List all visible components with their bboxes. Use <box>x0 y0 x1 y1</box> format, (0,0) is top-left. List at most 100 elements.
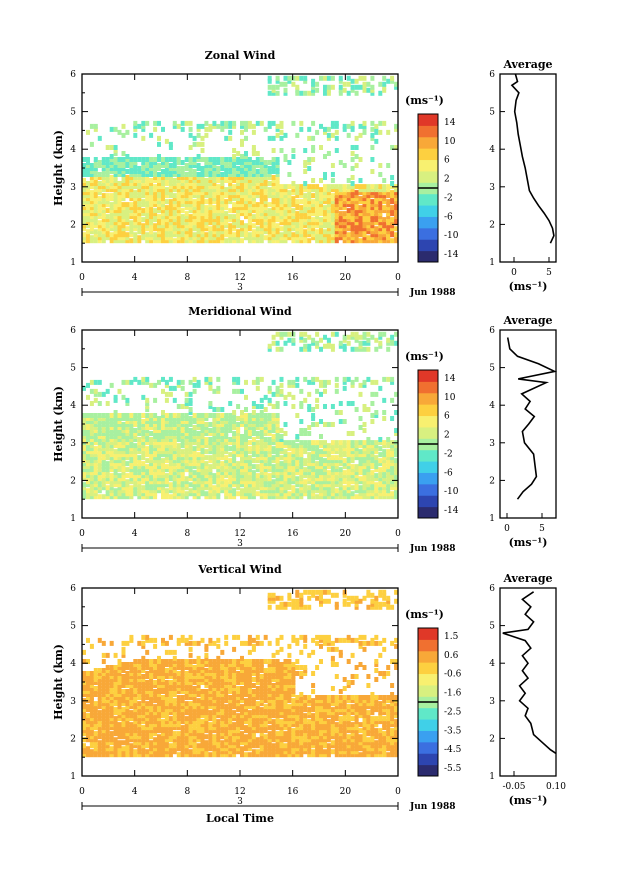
heatmap-cell <box>141 419 146 424</box>
heatmap-cell <box>188 482 193 488</box>
heatmap-cell <box>244 494 248 500</box>
heatmap-cell <box>334 376 339 382</box>
heatmap-cell <box>374 138 379 144</box>
heatmap-cell <box>117 455 122 461</box>
heatmap-cell <box>93 473 98 479</box>
heatmap-cell <box>176 485 181 491</box>
heatmap-cell <box>204 184 209 190</box>
heatmap-cell <box>133 232 138 238</box>
heatmap-cell <box>390 232 395 238</box>
heatmap-cell <box>141 431 146 436</box>
heatmap-cell <box>267 175 272 180</box>
heatmap-cell <box>315 217 320 223</box>
heatmap-cell <box>378 461 383 467</box>
heatmap-cell <box>259 172 264 177</box>
heatmap-cell <box>346 235 351 241</box>
heatmap-cell <box>121 662 126 667</box>
heatmap-cell <box>117 160 122 165</box>
heatmap-cell <box>161 473 165 479</box>
heatmap-cell <box>232 217 237 223</box>
heatmap-cell <box>192 464 197 470</box>
heatmap-cell <box>188 449 193 455</box>
heatmap-cell <box>342 87 347 93</box>
heatmap-cell <box>192 388 197 394</box>
heatmap-cell <box>271 208 276 214</box>
heatmap-cell <box>93 674 98 679</box>
heatmap-cell <box>244 169 248 174</box>
heatmap-cell <box>378 235 383 241</box>
heatmap-cell <box>145 701 150 707</box>
heatmap-cell <box>244 422 248 427</box>
heatmap-cell <box>303 78 308 84</box>
heatmap-cell <box>125 728 130 734</box>
heatmap-cell <box>338 90 343 96</box>
heatmap-cell <box>220 196 225 202</box>
heatmap-cell <box>255 184 260 190</box>
heatmap-cell <box>370 473 375 479</box>
heatmap-cell <box>176 211 181 217</box>
heatmap-cell <box>362 229 367 235</box>
heatmap-cell <box>157 479 161 485</box>
heatmap-cell <box>145 692 150 697</box>
heatmap-cell <box>184 467 189 473</box>
heatmap-cell <box>323 187 327 193</box>
heatmap-cell <box>267 449 272 455</box>
heatmap-cell <box>330 226 335 232</box>
heatmap-cell <box>121 458 126 464</box>
heatmap-cell <box>149 196 154 202</box>
heatmap-cell <box>386 458 391 464</box>
heatmap-cell <box>247 160 252 165</box>
heatmap-cell <box>129 728 134 734</box>
heatmap-cell <box>283 473 288 479</box>
heatmap-cell <box>180 470 185 476</box>
heatmap-cell <box>145 737 150 743</box>
heatmap-cell <box>192 494 197 500</box>
heatmap-cell <box>172 187 177 193</box>
heatmap-cell <box>149 181 154 186</box>
heatmap-cell <box>370 132 375 138</box>
heatmap-cell <box>180 184 185 190</box>
heatmap-cell <box>216 196 221 202</box>
heatmap-cell <box>323 126 327 132</box>
heatmap-cell <box>200 169 205 174</box>
heatmap-cell <box>86 416 90 421</box>
heatmap-cell <box>200 217 205 223</box>
heatmap-cell <box>180 431 185 436</box>
heatmap-cell <box>354 163 359 168</box>
heatmap-cell <box>378 226 383 232</box>
heatmap-cell <box>350 494 355 500</box>
heatmap-cell <box>295 452 300 458</box>
heatmap-cell <box>109 214 114 220</box>
heatmap-cell <box>113 671 118 676</box>
heatmap-cell <box>259 443 264 449</box>
heatmap-cell <box>168 163 173 168</box>
heatmap-cell <box>236 485 241 491</box>
heatmap-cell <box>141 686 146 691</box>
heatmap-cell <box>299 331 304 337</box>
heatmap-cell <box>315 388 320 394</box>
x-tick-label: 4 <box>132 529 138 539</box>
heatmap-cell <box>97 716 102 722</box>
heatmap-cell <box>93 214 98 220</box>
heatmap-cell <box>196 235 201 241</box>
heatmap-cell <box>113 737 118 743</box>
heatmap-cell <box>338 470 343 476</box>
profile-y-tick-label: 6 <box>489 70 495 80</box>
heatmap-cell <box>311 120 316 126</box>
heatmap-cell <box>216 479 221 485</box>
heatmap-cell <box>390 229 395 235</box>
heatmap-cell <box>89 205 94 211</box>
heatmap-cell <box>255 440 260 446</box>
heatmap-cell <box>101 422 106 427</box>
heatmap-cell <box>164 138 169 144</box>
heatmap-cell <box>196 461 201 467</box>
profile-frame <box>499 329 557 519</box>
heatmap-cell <box>291 458 296 464</box>
heatmap-cell <box>86 449 90 455</box>
heatmap-cell <box>323 422 327 427</box>
heatmap-cell <box>228 157 233 162</box>
heatmap-cell <box>125 491 130 497</box>
heatmap-cell <box>390 220 395 226</box>
heatmap-cell <box>291 226 296 232</box>
heatmap-cell <box>267 181 272 186</box>
